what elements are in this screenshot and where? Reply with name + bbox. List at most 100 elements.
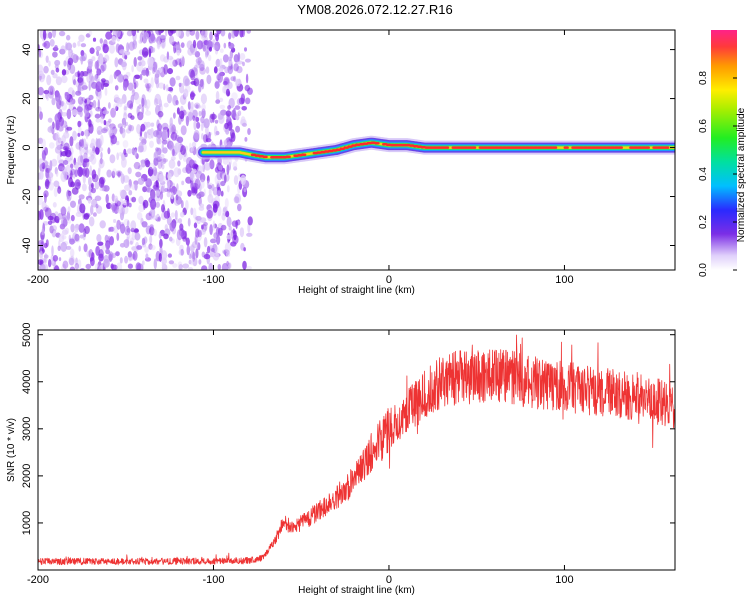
noise-speckle xyxy=(209,159,215,170)
noise-speckle xyxy=(225,251,231,257)
noise-speckle xyxy=(120,206,125,216)
noise-speckle xyxy=(99,220,106,229)
noise-speckle xyxy=(88,176,92,186)
noise-speckle xyxy=(247,128,251,135)
noise-speckle xyxy=(56,97,61,106)
noise-speckle xyxy=(109,154,116,164)
noise-speckle xyxy=(57,125,64,132)
noise-speckle xyxy=(78,34,85,42)
noise-speckle xyxy=(81,52,87,62)
noise-speckle xyxy=(203,253,211,260)
noise-speckle xyxy=(121,127,126,139)
noise-speckle xyxy=(237,110,242,117)
noise-speckle xyxy=(219,104,226,110)
noise-speckle xyxy=(161,122,169,130)
noise-speckle xyxy=(127,124,132,131)
noise-speckle xyxy=(119,73,124,82)
noise-speckle xyxy=(84,161,88,167)
noise-speckle xyxy=(77,70,80,77)
noise-speckle xyxy=(216,190,222,197)
noise-speckle xyxy=(129,103,134,110)
noise-speckle xyxy=(163,188,169,192)
noise-speckle xyxy=(94,195,102,202)
noise-speckle xyxy=(39,250,43,262)
noise-speckle xyxy=(85,33,91,38)
noise-speckle xyxy=(88,30,93,36)
noise-speckle xyxy=(188,267,193,270)
noise-speckle xyxy=(235,220,238,229)
noise-speckle xyxy=(181,180,185,186)
snr-y-tick-label: 2000 xyxy=(21,464,33,488)
colorbar-label: Normalized spectral amplitude xyxy=(736,107,747,242)
noise-speckle xyxy=(60,101,64,107)
noise-speckle xyxy=(56,219,60,224)
noise-speckle xyxy=(50,69,55,75)
noise-speckle xyxy=(195,30,200,40)
noise-speckle xyxy=(77,96,84,105)
noise-speckle xyxy=(244,84,250,92)
noise-speckle xyxy=(200,217,207,224)
noise-speckle xyxy=(175,75,181,81)
noise-speckle xyxy=(67,190,72,197)
noise-speckle xyxy=(131,196,137,203)
noise-speckle xyxy=(38,239,45,247)
noise-speckle xyxy=(57,212,63,220)
noise-speckle xyxy=(42,42,47,48)
noise-speckle xyxy=(44,178,50,190)
noise-speckle xyxy=(188,111,193,121)
noise-speckle xyxy=(43,90,50,95)
noise-speckle xyxy=(163,210,171,219)
noise-speckle xyxy=(219,58,223,68)
noise-speckle xyxy=(84,97,91,106)
noise-speckle xyxy=(55,91,61,102)
noise-speckle xyxy=(105,240,111,250)
noise-speckle xyxy=(133,91,139,101)
noise-speckle xyxy=(85,129,89,140)
noise-speckle xyxy=(71,90,76,98)
noise-speckle xyxy=(193,119,197,131)
noise-speckle xyxy=(82,183,87,192)
noise-speckle xyxy=(233,63,239,72)
noise-speckle xyxy=(54,113,61,124)
noise-speckle xyxy=(82,158,90,163)
noise-speckle xyxy=(85,103,92,111)
noise-speckle xyxy=(108,227,111,233)
noise-speckle xyxy=(176,49,181,56)
noise-speckle xyxy=(94,74,98,81)
noise-speckle xyxy=(138,195,144,205)
noise-speckle xyxy=(169,222,175,232)
snr-x-tick-label: 0 xyxy=(386,574,392,586)
heatmap-y-tick-label: 40 xyxy=(21,43,33,55)
noise-speckle xyxy=(52,30,57,38)
noise-speckle xyxy=(66,126,73,131)
noise-speckle xyxy=(206,245,211,254)
noise-speckle xyxy=(134,181,138,191)
noise-speckle xyxy=(190,207,194,216)
noise-speckle xyxy=(218,67,224,73)
noise-speckle xyxy=(149,234,153,244)
noise-speckle xyxy=(62,214,68,220)
heatmap-x-tick-label: 100 xyxy=(555,274,573,286)
noise-speckle xyxy=(38,70,44,77)
noise-speckle xyxy=(121,157,127,168)
noise-speckle xyxy=(233,166,238,171)
noise-speckle xyxy=(115,30,121,38)
noise-speckle xyxy=(219,71,226,77)
noise-speckle xyxy=(160,160,163,167)
noise-speckle xyxy=(127,167,132,175)
noise-speckle xyxy=(214,41,221,52)
noise-speckle xyxy=(246,265,252,270)
noise-speckle xyxy=(90,182,94,189)
noise-speckle xyxy=(167,140,174,150)
noise-speckle xyxy=(116,140,120,146)
noise-speckle xyxy=(168,159,176,169)
noise-speckle xyxy=(201,224,204,230)
noise-speckle xyxy=(170,212,175,218)
noise-speckle xyxy=(147,166,154,177)
noise-speckle xyxy=(179,94,187,106)
noise-speckle xyxy=(179,244,184,252)
noise-speckle xyxy=(225,88,230,97)
noise-speckle xyxy=(79,70,85,77)
noise-speckle xyxy=(190,250,195,259)
noise-speckle xyxy=(38,196,43,206)
